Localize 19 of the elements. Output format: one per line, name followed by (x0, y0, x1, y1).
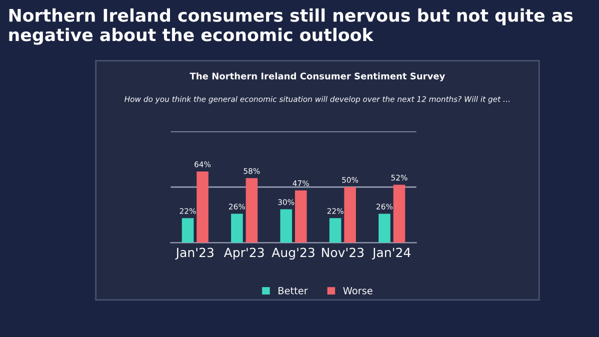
bar (182, 218, 194, 243)
bar (393, 184, 406, 243)
chart-title: Northern Ireland consumers still nervous but not quite as negative about the economic outlook (9, 8, 573, 45)
bar (344, 187, 356, 243)
x-tick-label: Nov'23 (322, 248, 364, 258)
x-tick-label: Aug'23 (272, 248, 314, 260)
bar (196, 171, 208, 243)
bar (231, 214, 243, 243)
chart-subtitle: The Northern Ireland Consumer Sentiment Survey (190, 72, 446, 82)
x-tick-label: Jan'23 (175, 248, 214, 260)
bar (329, 218, 342, 243)
x-tick-label: Apr'23 (224, 248, 264, 260)
legend-label: Better (278, 287, 308, 294)
legend-label: Worse (343, 287, 372, 294)
bar (246, 178, 258, 243)
x-tick-label: Jan'24 (372, 248, 410, 260)
bar (280, 209, 292, 243)
bar (294, 190, 307, 243)
bar (378, 214, 390, 243)
